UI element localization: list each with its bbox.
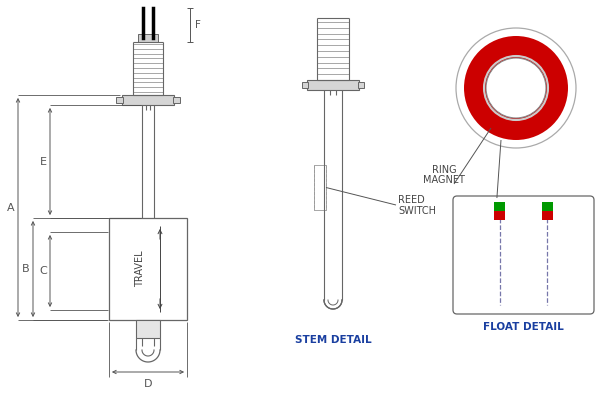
Text: A: A — [7, 202, 15, 213]
Text: RING: RING — [431, 165, 457, 175]
Text: SWITCH: SWITCH — [398, 206, 436, 216]
Bar — [358, 82, 364, 88]
Bar — [314, 165, 326, 210]
Bar — [542, 211, 553, 220]
Text: FLOAT DETAIL: FLOAT DETAIL — [483, 322, 564, 332]
Bar — [494, 202, 505, 211]
Circle shape — [456, 28, 576, 148]
Bar — [173, 97, 180, 103]
Text: TRAVEL: TRAVEL — [135, 251, 145, 287]
Bar — [122, 95, 174, 105]
Bar — [542, 202, 553, 211]
Bar — [136, 320, 160, 338]
Text: REED: REED — [398, 195, 425, 205]
Circle shape — [464, 36, 568, 140]
Text: MAGNET: MAGNET — [423, 175, 465, 185]
Text: STEM DETAIL: STEM DETAIL — [295, 335, 371, 345]
Text: F: F — [195, 20, 201, 30]
Bar — [302, 82, 308, 88]
Text: C: C — [39, 266, 47, 276]
Bar — [109, 218, 187, 320]
Text: E: E — [40, 156, 47, 166]
Text: B: B — [22, 264, 30, 274]
Bar — [138, 34, 158, 42]
Bar — [494, 211, 505, 220]
Circle shape — [486, 58, 546, 118]
Text: D: D — [144, 379, 152, 389]
FancyBboxPatch shape — [453, 196, 594, 314]
Bar — [307, 80, 359, 90]
Bar — [116, 97, 123, 103]
